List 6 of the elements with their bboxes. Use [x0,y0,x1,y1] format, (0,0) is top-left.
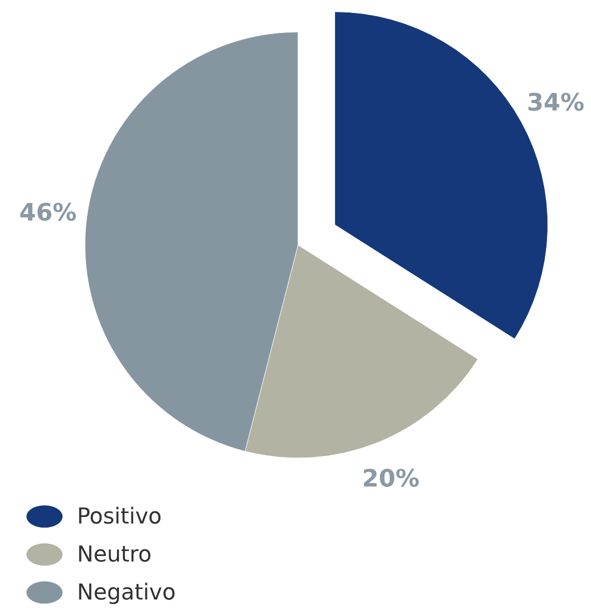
legend-label: Positivo [77,504,162,530]
legend-label: Negativo [77,580,176,606]
data-label: 34% [526,88,584,116]
data-label: 46% [19,198,77,226]
data-label: 20% [362,464,420,492]
legend-label: Neutro [77,542,152,568]
